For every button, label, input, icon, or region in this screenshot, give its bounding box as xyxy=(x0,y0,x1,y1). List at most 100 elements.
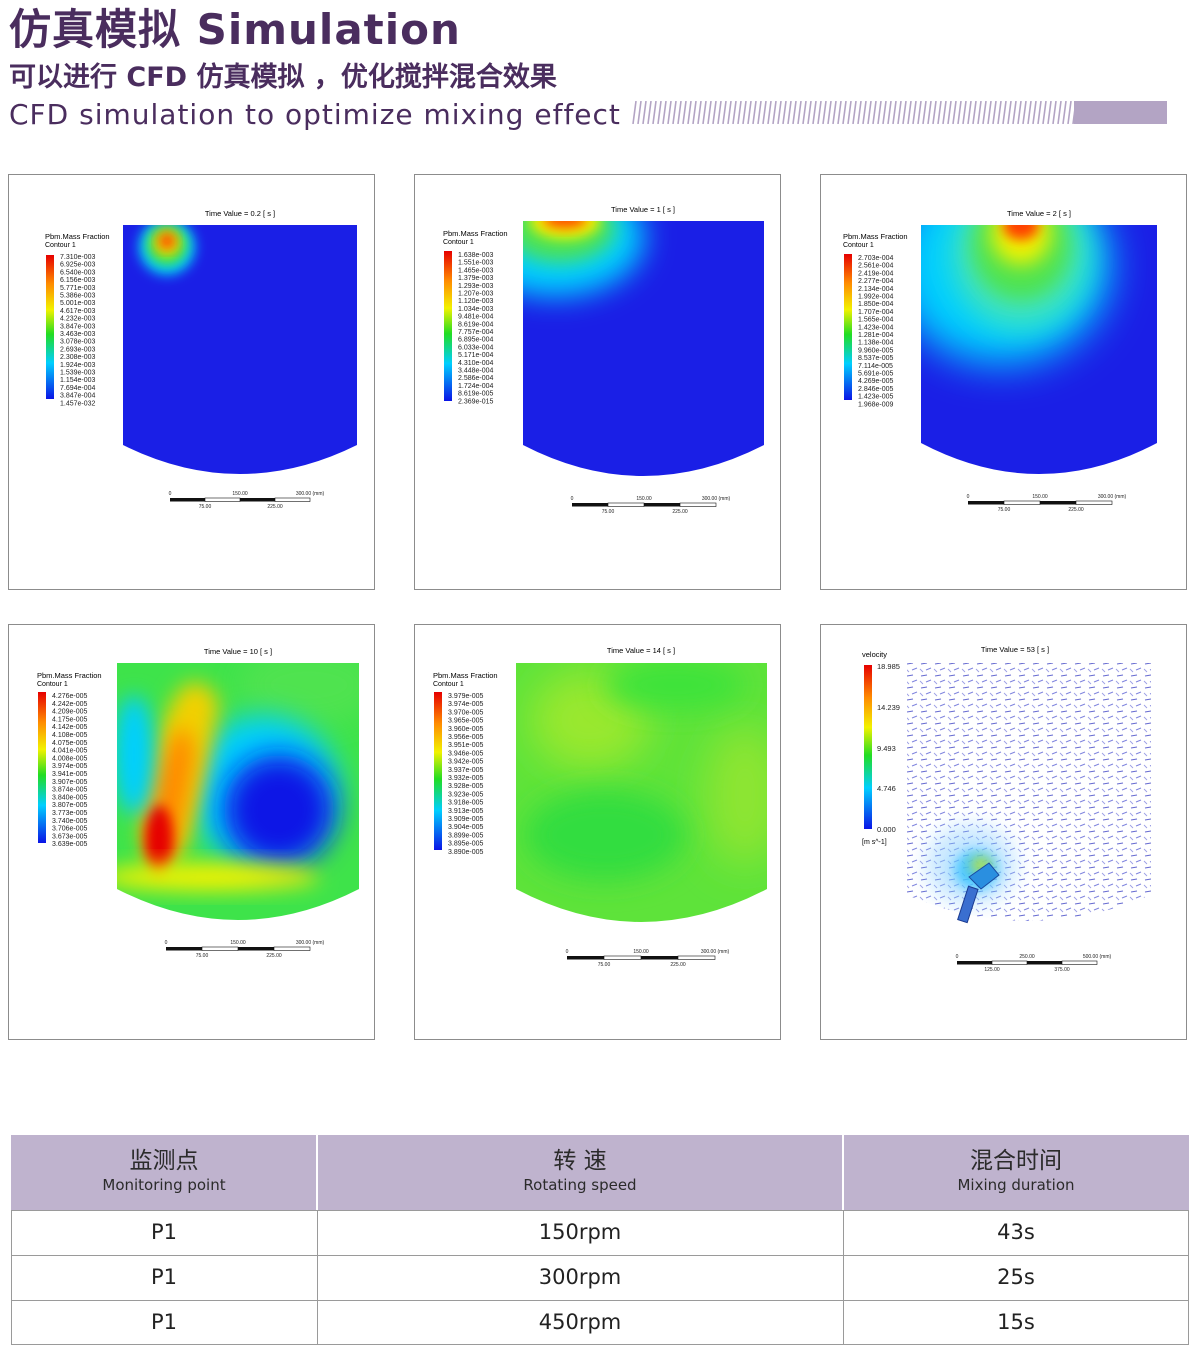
legend-value: 9.960e-005 xyxy=(858,347,894,354)
table-cell: 300rpm xyxy=(538,1265,622,1289)
svg-text:0: 0 xyxy=(571,496,574,502)
legend-value: 7.114e-005 xyxy=(858,363,893,370)
legend-value: 4.310e-004 xyxy=(458,360,494,367)
simulation-panel-6: Time Value = 53 [ s ] velocity 18.985 14… xyxy=(820,624,1187,1040)
legend-value: 0.000 xyxy=(877,825,896,834)
legend-value: 3.078e-003 xyxy=(60,339,96,346)
scale-bar: 0 125.00 250.00 375.00 500.00 (mm) xyxy=(956,954,1112,973)
legend-value: 4.008e-005 xyxy=(52,755,88,762)
svg-text:150.00: 150.00 xyxy=(1032,494,1048,500)
subtitle-english: CFD simulation to optimize mixing effect xyxy=(9,98,621,131)
svg-text:150.00: 150.00 xyxy=(636,496,652,502)
svg-text:300.00 (mm): 300.00 (mm) xyxy=(296,491,325,497)
legend-value: 3.942e-005 xyxy=(448,759,484,766)
svg-text:75.00: 75.00 xyxy=(196,953,209,959)
table-cell: 450rpm xyxy=(538,1310,622,1334)
scale-bar: 0 75.00 150.00 225.00 300.00 (mm) xyxy=(566,949,730,968)
legend-value: 5.691e-005 xyxy=(858,371,894,378)
legend-value: 3.847e-004 xyxy=(60,393,96,400)
legend-value: 1.207e-003 xyxy=(458,291,494,298)
svg-text:150.00: 150.00 xyxy=(633,949,649,955)
legend-value: 5.171e-004 xyxy=(458,352,494,359)
legend-value: 3.639e-005 xyxy=(52,841,88,848)
svg-text:375.00: 375.00 xyxy=(1054,967,1070,973)
legend-value: 6.895e-004 xyxy=(458,337,494,344)
legend-value: 2.369e-015 xyxy=(458,398,494,405)
legend-value: 3.923e-005 xyxy=(448,791,484,798)
legend-value: 2.693e-003 xyxy=(60,346,96,353)
time-value-label: Time Value = 14 [ s ] xyxy=(607,646,675,655)
time-value-label: Time Value = 2 [ s ] xyxy=(1007,209,1071,218)
legend-subtitle: Contour 1 xyxy=(45,242,76,249)
legend-value: 7.694e-004 xyxy=(60,385,96,392)
legend-value: 1.724e-004 xyxy=(458,383,494,390)
legend-value: 4.041e-005 xyxy=(52,748,88,755)
legend-value: 2.586e-004 xyxy=(458,375,494,382)
svg-text:0: 0 xyxy=(956,954,959,960)
legend-color-bar xyxy=(864,665,872,829)
legend-value: 4.746 xyxy=(877,784,896,793)
svg-text:300.00 (mm): 300.00 (mm) xyxy=(701,949,730,955)
svg-text:0: 0 xyxy=(967,494,970,500)
legend-value: 1.423e-004 xyxy=(858,324,894,331)
svg-text:500.00 (mm): 500.00 (mm) xyxy=(1083,954,1112,960)
legend-value: 7.310e-003 xyxy=(60,254,96,261)
svg-text:0: 0 xyxy=(566,949,569,955)
legend-value: 3.895e-005 xyxy=(448,841,484,848)
time-value-label: Time Value = 10 [ s ] xyxy=(204,647,272,656)
header-rotating-speed: 转 速 Rotating speed xyxy=(317,1135,843,1210)
decorative-stripes-bar xyxy=(632,101,1167,124)
subtitle-chinese: 可以进行 CFD 仿真模拟 ，优化搅拌混合效果 xyxy=(9,62,557,93)
legend-value: 3.874e-005 xyxy=(52,787,88,794)
legend-subtitle: Contour 1 xyxy=(37,681,68,688)
legend-color-bar xyxy=(46,255,54,399)
legend-value: 1.992e-004 xyxy=(858,294,894,301)
tank-contour xyxy=(921,225,1157,474)
legend-value: 1.465e-003 xyxy=(458,267,494,274)
legend-value: 2.277e-004 xyxy=(858,278,894,285)
legend-value: 3.979e-005 xyxy=(448,693,484,700)
tank-contour xyxy=(523,221,764,476)
legend-value: 4.142e-005 xyxy=(52,724,88,731)
svg-text:0: 0 xyxy=(169,491,172,497)
legend-value: 3.946e-005 xyxy=(448,750,484,757)
legend-value: 8.619e-004 xyxy=(458,321,494,328)
legend-value: 3.909e-005 xyxy=(448,816,484,823)
mixing-results-table: 监测点 Monitoring point 转 速 Rotating speed … xyxy=(11,1135,1189,1345)
simulation-panel-5: Time Value = 14 [ s ] Pbm.Mass Fraction … xyxy=(414,624,781,1040)
scale-bar: 0 75.00 150.00 225.00 300.00 (mm) xyxy=(571,496,731,515)
svg-text:225.00: 225.00 xyxy=(266,953,282,959)
legend-value: 1.379e-003 xyxy=(458,275,494,282)
legend-unit: [m s^-1] xyxy=(862,839,887,846)
svg-text:75.00: 75.00 xyxy=(598,962,611,968)
simulation-panel-2: Time Value = 1 [ s ] Pbm.Mass Fraction C… xyxy=(414,174,781,590)
table-cell: 43s xyxy=(997,1220,1035,1244)
legend-value: 6.033e-004 xyxy=(458,344,494,351)
legend-value: 3.904e-005 xyxy=(448,824,484,831)
legend-value: 3.965e-005 xyxy=(448,718,484,725)
legend-value: 1.551e-003 xyxy=(458,260,494,267)
legend-title: Pbm.Mass Fraction xyxy=(37,671,102,680)
impeller-shape xyxy=(957,862,1000,924)
svg-text:75.00: 75.00 xyxy=(602,509,615,515)
simulation-panel-1: Time Value = 0.2 [ s ] Pbm.Mass Fraction… xyxy=(8,174,375,590)
legend-value: 1.539e-003 xyxy=(60,370,96,377)
legend-value: 4.617e-003 xyxy=(60,308,96,315)
legend-value: 3.890e-005 xyxy=(448,849,484,856)
legend-value: 2.134e-004 xyxy=(858,286,894,293)
header-monitoring-point: 监测点 Monitoring point xyxy=(11,1135,317,1210)
legend-value: 4.276e-005 xyxy=(52,693,88,700)
legend-value: 1.638e-003 xyxy=(458,252,494,259)
legend-value: 1.565e-004 xyxy=(858,317,894,324)
legend-value: 4.242e-005 xyxy=(52,701,88,708)
tank-contour xyxy=(123,225,357,474)
legend-color-bar xyxy=(444,251,452,401)
table-cell: P1 xyxy=(150,1220,178,1244)
legend-value: 1.457e-032 xyxy=(60,400,96,407)
svg-text:225.00: 225.00 xyxy=(1068,507,1084,513)
legend-value: 4.269e-005 xyxy=(858,378,894,385)
legend-value: 4.232e-003 xyxy=(60,316,96,323)
legend-title: velocity xyxy=(862,650,887,659)
legend-color-bar xyxy=(434,692,442,850)
legend-value: 1.138e-004 xyxy=(858,340,894,347)
